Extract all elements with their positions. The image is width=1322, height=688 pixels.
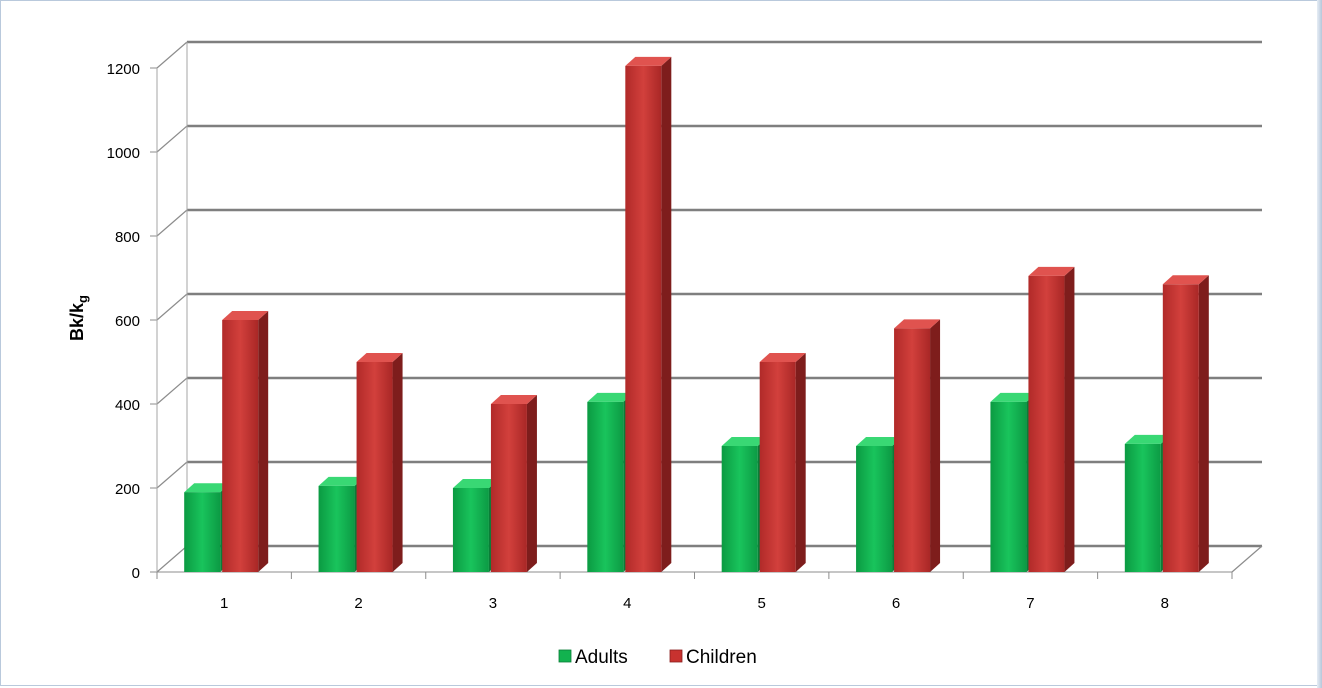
bar-front bbox=[222, 320, 259, 572]
bar-front bbox=[894, 328, 931, 572]
floor-edge bbox=[1231, 545, 1263, 573]
gridline-depth bbox=[156, 293, 188, 321]
y-tick-label: 1000 bbox=[107, 145, 140, 162]
bar-front bbox=[1028, 275, 1065, 572]
bar-top bbox=[625, 56, 672, 66]
gridline-depth bbox=[156, 545, 188, 573]
y-tick-label: 600 bbox=[115, 313, 140, 330]
y-tick-label: 800 bbox=[115, 229, 140, 246]
x-tick-label: 1 bbox=[220, 595, 228, 612]
bar-front bbox=[1124, 443, 1161, 572]
gridline-depth bbox=[156, 461, 188, 489]
bar-children-3 bbox=[490, 395, 537, 572]
bar-side bbox=[661, 56, 672, 572]
legend-swatch-children bbox=[669, 649, 683, 663]
gridline-depth bbox=[156, 377, 188, 405]
bar-front bbox=[587, 401, 624, 572]
y-tick-label: 1200 bbox=[107, 61, 140, 78]
bar-side bbox=[930, 319, 941, 572]
x-tick-label: 7 bbox=[1026, 595, 1034, 612]
bar-top bbox=[184, 483, 231, 493]
bar-children-2 bbox=[356, 353, 403, 572]
bar-top bbox=[759, 353, 806, 362]
bar-front bbox=[356, 362, 393, 572]
bar-children-5 bbox=[759, 353, 806, 572]
bar-top bbox=[318, 476, 365, 486]
bar-side bbox=[526, 395, 537, 572]
chart-frame-edge bbox=[1317, 0, 1322, 688]
gridline-depth bbox=[156, 125, 188, 153]
y-tick-label: 400 bbox=[115, 397, 140, 414]
y-tick-label: 0 bbox=[132, 565, 140, 582]
legend-swatch-adults bbox=[558, 649, 572, 663]
bar-side bbox=[1064, 266, 1075, 572]
bar-top bbox=[356, 353, 403, 362]
bar-side bbox=[392, 353, 403, 572]
bar-top bbox=[1162, 275, 1209, 285]
y-tick-label: 200 bbox=[115, 481, 140, 498]
legend: Adults Children bbox=[558, 647, 757, 668]
bar-front bbox=[759, 362, 796, 572]
bar-front bbox=[625, 65, 662, 573]
bar-front bbox=[184, 492, 221, 572]
bar-top bbox=[990, 392, 1037, 402]
x-tick-label: 8 bbox=[1161, 595, 1169, 612]
bar-top bbox=[894, 319, 941, 329]
tick-labels: 0 200 400 600 800 1000 1200 1 2 3 4 5 6 7 8 bbox=[107, 61, 1169, 612]
y-axis-title-main: Bk/k bbox=[67, 302, 87, 341]
bar-top bbox=[222, 311, 269, 320]
bar-top bbox=[587, 392, 634, 402]
bar-side bbox=[258, 311, 269, 572]
gridline-depth bbox=[156, 41, 188, 69]
bars bbox=[184, 56, 1209, 573]
legend-label-adults: Adults bbox=[575, 647, 628, 668]
bar-front bbox=[721, 446, 758, 572]
x-tick-label: 5 bbox=[758, 595, 766, 612]
bar-top bbox=[1028, 266, 1075, 276]
bar-top bbox=[721, 437, 768, 446]
bar-front bbox=[318, 485, 355, 572]
bar-children-8 bbox=[1162, 275, 1209, 572]
x-tick-label: 3 bbox=[489, 595, 497, 612]
bar-children-7 bbox=[1028, 266, 1075, 572]
bar-top bbox=[1124, 434, 1171, 444]
bar-children-1 bbox=[222, 311, 269, 572]
y-axis-title-sub: g bbox=[75, 295, 90, 303]
bar-front bbox=[490, 404, 527, 572]
bar-front bbox=[856, 446, 893, 572]
bar-children-6 bbox=[894, 319, 941, 572]
bar-top bbox=[452, 479, 499, 488]
gridline-depth bbox=[156, 209, 188, 237]
x-tick-label: 2 bbox=[354, 595, 362, 612]
bar-front bbox=[452, 488, 489, 572]
bar-children-4 bbox=[625, 56, 672, 573]
x-tick-label: 6 bbox=[892, 595, 900, 612]
bar-front bbox=[1162, 284, 1199, 572]
legend-label-children: Children bbox=[686, 647, 757, 668]
bar-top bbox=[490, 395, 537, 404]
bar-side bbox=[795, 353, 806, 572]
bar-top bbox=[856, 437, 903, 446]
bar-side bbox=[1198, 275, 1209, 572]
x-tick-label: 4 bbox=[623, 595, 631, 612]
y-axis-title: Bk/kg bbox=[67, 295, 90, 341]
bar-front bbox=[990, 401, 1027, 572]
